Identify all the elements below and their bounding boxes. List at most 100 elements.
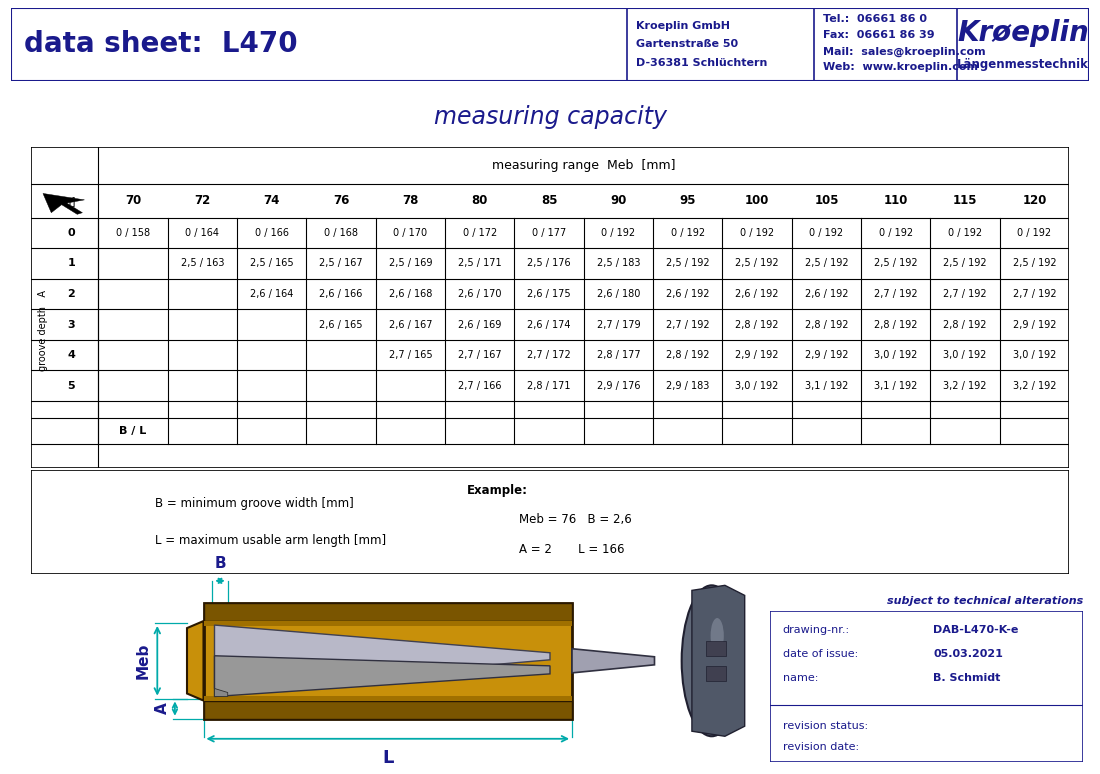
Text: 3,0 / 192: 3,0 / 192	[944, 350, 987, 360]
Text: 0 / 192: 0 / 192	[1018, 228, 1052, 238]
Text: date of issue:: date of issue:	[782, 649, 858, 659]
Text: 2,9 / 176: 2,9 / 176	[596, 381, 640, 391]
Text: 2,9 / 183: 2,9 / 183	[667, 381, 710, 391]
Text: 0 / 164: 0 / 164	[185, 228, 219, 238]
Text: 2,6 / 167: 2,6 / 167	[388, 320, 432, 330]
Text: 2,9 / 192: 2,9 / 192	[805, 350, 848, 360]
Text: 105: 105	[814, 194, 838, 207]
Bar	[706, 641, 726, 656]
Text: 2,6 / 164: 2,6 / 164	[250, 289, 294, 299]
Text: L = maximum usable arm length [mm]: L = maximum usable arm length [mm]	[155, 534, 386, 547]
Text: 2,8 / 171: 2,8 / 171	[527, 381, 571, 391]
Text: name:: name:	[782, 673, 818, 683]
Text: 2,5 / 192: 2,5 / 192	[1013, 259, 1056, 269]
Text: 3,2 / 192: 3,2 / 192	[1013, 381, 1056, 391]
Text: 3,0 / 192: 3,0 / 192	[736, 381, 779, 391]
Text: Example:: Example:	[466, 485, 528, 497]
Text: drawing-nr.:: drawing-nr.:	[782, 625, 849, 635]
Text: 2,8 / 192: 2,8 / 192	[805, 320, 848, 330]
Text: 0 / 166: 0 / 166	[255, 228, 288, 238]
Text: 2,7 / 179: 2,7 / 179	[596, 320, 640, 330]
Text: 2,5 / 192: 2,5 / 192	[735, 259, 779, 269]
Text: 2,6 / 166: 2,6 / 166	[319, 289, 363, 299]
Text: 2,7 / 192: 2,7 / 192	[874, 289, 917, 299]
Bar	[204, 696, 572, 700]
Text: 2,7 / 167: 2,7 / 167	[458, 350, 502, 360]
Text: B. Schmidt: B. Schmidt	[933, 673, 1000, 683]
Text: 115: 115	[953, 194, 978, 207]
Text: Kroeplin GmbH: Kroeplin GmbH	[636, 21, 729, 30]
Text: 2,6 / 180: 2,6 / 180	[596, 289, 640, 299]
Bar	[204, 700, 572, 718]
Text: 2,6 / 168: 2,6 / 168	[388, 289, 432, 299]
Text: 78: 78	[403, 194, 419, 207]
Text: 2,6 / 174: 2,6 / 174	[527, 320, 571, 330]
Polygon shape	[214, 689, 228, 697]
Text: 2,8 / 192: 2,8 / 192	[874, 320, 917, 330]
Text: 3,0 / 192: 3,0 / 192	[1013, 350, 1056, 360]
Polygon shape	[43, 194, 85, 214]
Text: DAB-L470-K-e: DAB-L470-K-e	[933, 625, 1019, 635]
Text: 2,7 / 192: 2,7 / 192	[666, 320, 710, 330]
Text: 0 / 192: 0 / 192	[602, 228, 636, 238]
Text: 2,5 / 165: 2,5 / 165	[250, 259, 294, 269]
Text: 2,7 / 192: 2,7 / 192	[944, 289, 987, 299]
Text: 2,9 / 192: 2,9 / 192	[736, 350, 779, 360]
Text: 3,1 / 192: 3,1 / 192	[805, 381, 848, 391]
Text: D-36381 Schlüchtern: D-36381 Schlüchtern	[636, 58, 767, 67]
Text: 05.03.2021: 05.03.2021	[933, 649, 1003, 659]
Text: B: B	[214, 556, 225, 570]
Bar	[204, 603, 572, 718]
Text: 120: 120	[1022, 194, 1047, 207]
Polygon shape	[572, 649, 654, 673]
Text: data sheet:  L470: data sheet: L470	[24, 30, 298, 58]
Text: B = minimum groove width [mm]: B = minimum groove width [mm]	[155, 497, 354, 510]
Text: 85: 85	[541, 194, 558, 207]
Text: 0 / 168: 0 / 168	[324, 228, 358, 238]
Text: 95: 95	[680, 194, 696, 207]
Text: 2,5 / 167: 2,5 / 167	[319, 259, 363, 269]
Text: 100: 100	[745, 194, 769, 207]
Text: Fax:  06661 86 39: Fax: 06661 86 39	[823, 30, 934, 39]
Bar	[204, 621, 572, 626]
Text: 2,5 / 171: 2,5 / 171	[458, 259, 502, 269]
Text: 0 / 192: 0 / 192	[948, 228, 982, 238]
Text: 3,2 / 192: 3,2 / 192	[944, 381, 987, 391]
Text: 0: 0	[67, 228, 75, 238]
Text: Krøeplin: Krøeplin	[957, 19, 1089, 47]
Text: 0 / 192: 0 / 192	[879, 228, 913, 238]
Text: 2,6 / 175: 2,6 / 175	[527, 289, 571, 299]
Text: A = 2       L = 166: A = 2 L = 166	[519, 543, 625, 556]
Text: 2,9 / 192: 2,9 / 192	[1013, 320, 1056, 330]
Text: subject to technical alterations: subject to technical alterations	[888, 596, 1084, 606]
Text: 0 / 172: 0 / 172	[463, 228, 497, 238]
Text: 90: 90	[610, 194, 627, 207]
Text: Web:  www.kroeplin.com: Web: www.kroeplin.com	[823, 63, 978, 72]
Text: Gartenstraße 50: Gartenstraße 50	[636, 39, 738, 49]
Text: Tel.:  06661 86 0: Tel.: 06661 86 0	[823, 15, 927, 24]
Text: 2,8 / 177: 2,8 / 177	[596, 350, 640, 360]
Text: 3,1 / 192: 3,1 / 192	[874, 381, 917, 391]
Text: Längenmesstechnik: Längenmesstechnik	[957, 58, 1089, 70]
Text: 2,7 / 172: 2,7 / 172	[527, 350, 571, 360]
Text: B / L: B / L	[119, 426, 146, 437]
Text: 2,5 / 183: 2,5 / 183	[596, 259, 640, 269]
Text: 2,5 / 192: 2,5 / 192	[805, 259, 848, 269]
Text: measuring capacity: measuring capacity	[433, 105, 667, 129]
Text: 0 / 192: 0 / 192	[810, 228, 844, 238]
Polygon shape	[692, 585, 745, 736]
Text: 2,5 / 163: 2,5 / 163	[180, 259, 224, 269]
Text: 0 / 170: 0 / 170	[394, 228, 428, 238]
Text: 4: 4	[67, 350, 75, 360]
Text: 0 / 158: 0 / 158	[116, 228, 150, 238]
Text: 2,8 / 192: 2,8 / 192	[944, 320, 987, 330]
Text: 2,5 / 192: 2,5 / 192	[944, 259, 987, 269]
Text: 2,7 / 166: 2,7 / 166	[458, 381, 502, 391]
Polygon shape	[214, 625, 550, 689]
Text: 5: 5	[67, 381, 75, 391]
Text: 0 / 177: 0 / 177	[532, 228, 566, 238]
Text: 74: 74	[264, 194, 279, 207]
Ellipse shape	[711, 618, 724, 653]
Text: measuring range  Meb  [mm]: measuring range Meb [mm]	[492, 159, 675, 172]
Text: 1: 1	[67, 259, 75, 269]
